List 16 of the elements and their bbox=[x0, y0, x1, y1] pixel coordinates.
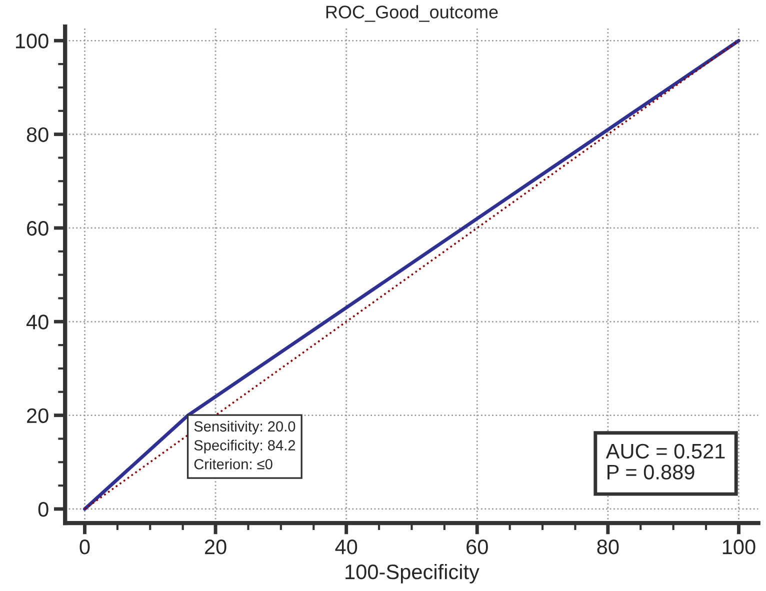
x-tick-label: 60 bbox=[466, 540, 488, 554]
x-tick-label: 40 bbox=[335, 540, 358, 554]
x-tick-label: 0 bbox=[80, 540, 90, 554]
x-axis-title: 100-Specificity bbox=[346, 564, 480, 584]
y-tick-label: 80 bbox=[26, 127, 48, 142]
annotation: AUC = 0.521 P = 0.889 bbox=[606, 444, 725, 480]
y-tick-label: 100 bbox=[16, 34, 48, 48]
y-tick-label: 0 bbox=[38, 502, 48, 517]
annotation: Sensitivity: 20.0 Specificity: 84.2 Criterion: ≤0 bbox=[194, 420, 296, 470]
y-tick-label: 60 bbox=[27, 220, 48, 236]
chart-title: ROC_Good_outcome bbox=[326, 5, 498, 22]
y-tick-label: 20 bbox=[27, 408, 48, 424]
x-tick-label: 100 bbox=[722, 540, 756, 554]
x-tick-label: 80 bbox=[597, 540, 619, 554]
x-tick-label: 20 bbox=[204, 540, 226, 554]
y-tick-label: 40 bbox=[26, 314, 48, 330]
